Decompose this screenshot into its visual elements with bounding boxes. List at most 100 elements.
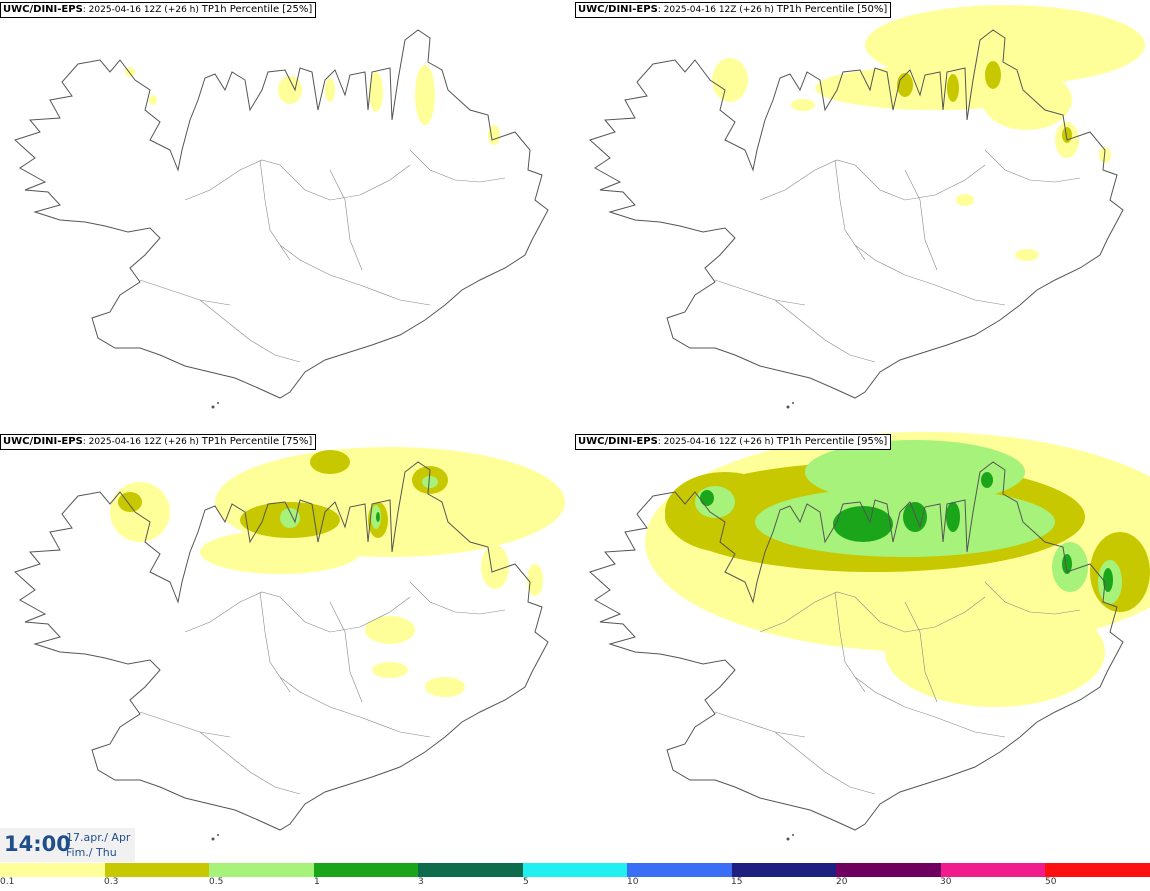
valid-date: 17.apr./ Apr <box>66 831 131 844</box>
legend-swatch <box>627 863 732 877</box>
road-line <box>904 169 938 271</box>
precip-map-p25 <box>14 29 549 409</box>
island-dot <box>217 834 219 836</box>
road-line <box>139 279 231 306</box>
precip-area <box>956 194 974 206</box>
precip-area <box>805 440 1025 504</box>
precip-area <box>947 74 959 102</box>
precip-area <box>982 70 1072 130</box>
legend-label: 20 <box>836 877 848 887</box>
road-line <box>259 159 291 261</box>
map-panel-p50: UWC/DINI-EPS: 2025-04-16 12Z (+26 h) TP1… <box>575 0 1150 432</box>
precip-area <box>865 5 1145 85</box>
precip-area <box>325 78 335 102</box>
road-line <box>984 149 1081 183</box>
precip-area <box>712 58 748 102</box>
road-line <box>279 676 431 738</box>
legend-swatch <box>209 863 314 877</box>
road-line <box>714 279 806 306</box>
legend-label: 30 <box>940 877 952 887</box>
legend-swatch <box>522 863 628 877</box>
coastline <box>14 461 549 831</box>
island-dot <box>211 837 215 841</box>
road-line <box>834 159 866 261</box>
precip-area <box>110 482 170 542</box>
coastline <box>589 461 1124 831</box>
island-dot <box>786 405 790 409</box>
legend-label: 0.5 <box>209 877 224 887</box>
coastline <box>589 29 1124 399</box>
road-line <box>329 169 363 271</box>
legend-swatch <box>104 863 210 877</box>
road-line <box>834 591 866 693</box>
legend-label: 15 <box>731 877 743 887</box>
precip-area <box>527 564 543 596</box>
valid-time-box: 14:00 17.apr./ Apr Fim./ Thu <box>0 828 135 862</box>
road-line <box>774 731 876 795</box>
precip-area <box>376 512 380 522</box>
precip-area <box>897 73 913 97</box>
panel-title: UWC/DINI-EPS: 2025-04-16 12Z (+26 h) TP1… <box>575 2 892 18</box>
precip-map-p75 <box>14 447 565 841</box>
precip-map-p50 <box>589 5 1145 409</box>
road-line <box>184 159 411 201</box>
legend-swatch <box>418 863 523 877</box>
valid-time: 14:00 <box>4 832 71 856</box>
road-line <box>409 581 506 615</box>
road-line <box>279 244 431 306</box>
valid-weekday: Fim./ Thu <box>66 846 117 859</box>
precip-area <box>415 65 435 125</box>
precip-area <box>365 616 415 644</box>
road-line <box>759 159 986 201</box>
road-line <box>409 149 506 183</box>
precip-area <box>488 125 500 145</box>
precip-area <box>946 502 960 532</box>
precip-area <box>700 490 714 506</box>
precip-area <box>981 472 993 488</box>
legend-label: 0.3 <box>104 877 119 887</box>
legend-label: 3 <box>418 877 424 887</box>
precip-area <box>481 545 509 589</box>
precip-map-p95 <box>589 432 1150 841</box>
color-scale-legend <box>0 863 1150 877</box>
island-dot <box>217 402 219 404</box>
precip-area <box>985 61 1001 89</box>
road-line <box>139 711 231 738</box>
precip-area <box>1015 249 1039 261</box>
island-dot <box>786 837 790 841</box>
precip-area <box>149 95 157 105</box>
road-line <box>854 676 1006 738</box>
legend-label: 50 <box>1045 877 1057 887</box>
panel-title: UWC/DINI-EPS: 2025-04-16 12Z (+26 h) TP1… <box>0 434 317 450</box>
road-line <box>904 601 938 703</box>
precip-area <box>791 99 815 111</box>
panel-title: UWC/DINI-EPS: 2025-04-16 12Z (+26 h) TP1… <box>0 2 317 18</box>
precip-area <box>1062 127 1072 143</box>
legend-swatch <box>940 863 1046 877</box>
precip-area <box>369 72 383 112</box>
precip-area <box>278 76 302 104</box>
road-line <box>259 591 291 693</box>
legend-swatch <box>836 863 941 877</box>
precip-area <box>1103 568 1113 592</box>
island-dot <box>211 405 215 409</box>
road-line <box>759 591 986 633</box>
legend-swatch <box>1045 863 1150 877</box>
road-line <box>984 581 1081 615</box>
legend-label: 0.1 <box>0 877 15 887</box>
island-dot <box>792 402 794 404</box>
coastline <box>14 29 549 399</box>
panel-title: UWC/DINI-EPS: 2025-04-16 12Z (+26 h) TP1… <box>575 434 892 450</box>
precip-area <box>422 476 438 488</box>
precip-area <box>425 677 465 697</box>
legend-labels: 0.1 0.3 0.5 1 3 5 10 15 20 30 50 <box>0 877 1150 891</box>
map-panel-p95: UWC/DINI-EPS: 2025-04-16 12Z (+26 h) TP1… <box>575 432 1150 864</box>
precip-area <box>372 662 408 678</box>
precip-area <box>118 492 142 512</box>
map-panel-p25: UWC/DINI-EPS: 2025-04-16 12Z (+26 h) TP1… <box>0 0 575 432</box>
island-dot <box>792 834 794 836</box>
legend-swatch <box>313 863 419 877</box>
precip-area <box>833 506 893 542</box>
road-line <box>199 299 301 363</box>
map-panel-p75: UWC/DINI-EPS: 2025-04-16 12Z (+26 h) TP1… <box>0 432 575 864</box>
